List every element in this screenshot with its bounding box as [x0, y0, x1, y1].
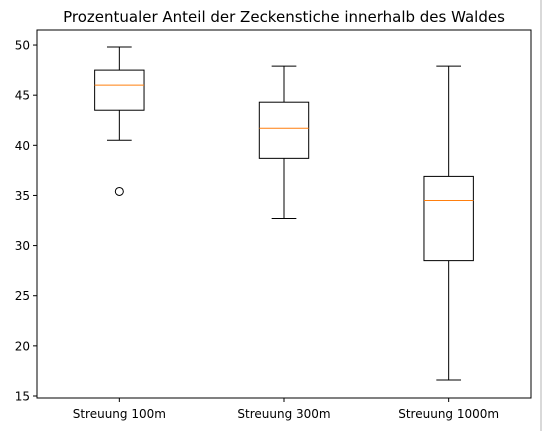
y-tick-label: 30 — [15, 239, 30, 253]
y-tick-label: 50 — [15, 39, 30, 53]
x-tick-label: Streuung 100m — [73, 407, 166, 421]
y-tick-label: 40 — [15, 139, 30, 153]
window-edge — [540, 0, 542, 431]
x-axis: Streuung 100m Streuung 300m Streuung 1000m — [73, 398, 499, 421]
y-tick-label: 45 — [15, 89, 30, 103]
box-iqr — [258, 101, 310, 159]
y-axis: 15 20 25 30 35 40 45 50 — [15, 39, 37, 403]
y-tick-label: 20 — [15, 339, 30, 353]
y-tick-label: 25 — [15, 289, 30, 303]
y-tick-label: 35 — [15, 189, 30, 203]
box-iqr — [423, 175, 474, 262]
chart-title: Prozentualer Anteil der Zeckenstiche inn… — [63, 8, 505, 26]
x-tick-label: Streuung 300m — [237, 407, 330, 421]
y-tick-label: 15 — [15, 389, 30, 403]
boxes-group — [94, 46, 474, 381]
plot-frame — [36, 29, 532, 399]
box-iqr — [94, 69, 145, 111]
x-tick-label: Streuung 1000m — [398, 407, 499, 421]
outlier-point — [114, 186, 124, 196]
